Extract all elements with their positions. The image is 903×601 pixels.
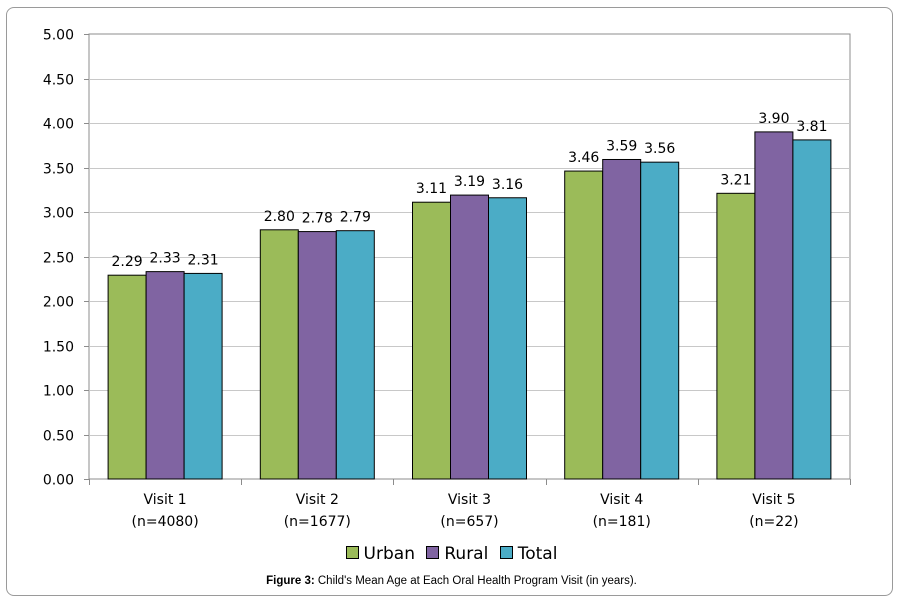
bar-total bbox=[792, 139, 832, 480]
y-tick-label: 4.00 bbox=[43, 117, 74, 133]
y-tick-label: 3.50 bbox=[43, 162, 74, 178]
data-label: 3.16 bbox=[492, 177, 523, 193]
data-label: 2.33 bbox=[150, 251, 181, 267]
x-tick-label: (n=181) bbox=[593, 514, 651, 530]
legend: Urban Rural Total bbox=[0, 544, 903, 564]
x-tick-label: Visit 1 bbox=[143, 492, 186, 508]
data-label: 2.29 bbox=[112, 254, 143, 270]
data-label: 3.21 bbox=[720, 172, 751, 188]
data-label: 3.56 bbox=[644, 141, 675, 157]
data-label: 2.31 bbox=[188, 252, 219, 268]
data-label: 3.81 bbox=[796, 119, 827, 135]
caption-text: Child's Mean Age at Each Oral Health Pro… bbox=[314, 575, 637, 587]
bar-rural bbox=[145, 271, 185, 480]
bar-urban bbox=[412, 201, 451, 480]
bar-total bbox=[183, 272, 223, 480]
bar-rural bbox=[602, 158, 642, 480]
legend-item-total: Total bbox=[499, 544, 558, 564]
bar-rural bbox=[297, 231, 337, 480]
bar-rural bbox=[450, 194, 489, 480]
bar-total bbox=[488, 197, 527, 480]
bar-urban bbox=[716, 192, 756, 480]
legend-item-rural: Rural bbox=[426, 544, 488, 564]
y-tick-label: 2.00 bbox=[43, 295, 74, 311]
x-tick-label: Visit 2 bbox=[296, 492, 339, 508]
x-tick-label: (n=657) bbox=[440, 514, 498, 530]
caption-label: Figure 3: bbox=[266, 575, 315, 587]
x-tick-label: (n=1677) bbox=[284, 514, 351, 530]
data-label: 2.79 bbox=[340, 210, 371, 226]
figure-caption: Figure 3: Child's Mean Age at Each Oral … bbox=[0, 575, 903, 587]
legend-swatch-urban bbox=[345, 546, 359, 559]
y-tick-label: 1.00 bbox=[43, 384, 74, 400]
y-tick-label: 0.00 bbox=[43, 473, 74, 489]
y-tick-label: 5.00 bbox=[43, 28, 74, 44]
bar-rural bbox=[754, 131, 794, 480]
data-label: 3.19 bbox=[454, 174, 485, 190]
x-tick-label: (n=4080) bbox=[132, 514, 199, 530]
legend-label-rural: Rural bbox=[444, 544, 489, 564]
bar-urban bbox=[259, 229, 299, 480]
y-tick-label: 2.50 bbox=[43, 251, 74, 267]
y-tick-label: 4.50 bbox=[43, 73, 74, 89]
legend-swatch-total bbox=[499, 546, 513, 559]
legend-item-urban: Urban bbox=[345, 544, 415, 564]
bar-urban bbox=[107, 274, 147, 480]
x-tick-label: (n=22) bbox=[749, 514, 798, 530]
data-label: 3.90 bbox=[758, 111, 789, 127]
x-tick-label: Visit 5 bbox=[752, 492, 795, 508]
y-tick-label: 3.00 bbox=[43, 206, 74, 222]
y-tick-label: 1.50 bbox=[43, 340, 74, 356]
legend-label-total: Total bbox=[517, 544, 558, 564]
bar-urban bbox=[564, 170, 604, 480]
data-label: 3.11 bbox=[416, 181, 447, 197]
data-label: 3.46 bbox=[568, 150, 599, 166]
bar-total bbox=[640, 161, 680, 480]
x-tick-label: Visit 4 bbox=[600, 492, 643, 508]
bar-total bbox=[335, 230, 375, 480]
legend-swatch-rural bbox=[426, 546, 440, 559]
x-tick-label: Visit 3 bbox=[448, 492, 491, 508]
y-tick-label: 0.50 bbox=[43, 429, 74, 445]
legend-label-urban: Urban bbox=[363, 544, 415, 564]
data-label: 2.80 bbox=[264, 209, 295, 225]
data-label: 3.59 bbox=[606, 138, 637, 154]
data-label: 2.78 bbox=[302, 211, 333, 227]
